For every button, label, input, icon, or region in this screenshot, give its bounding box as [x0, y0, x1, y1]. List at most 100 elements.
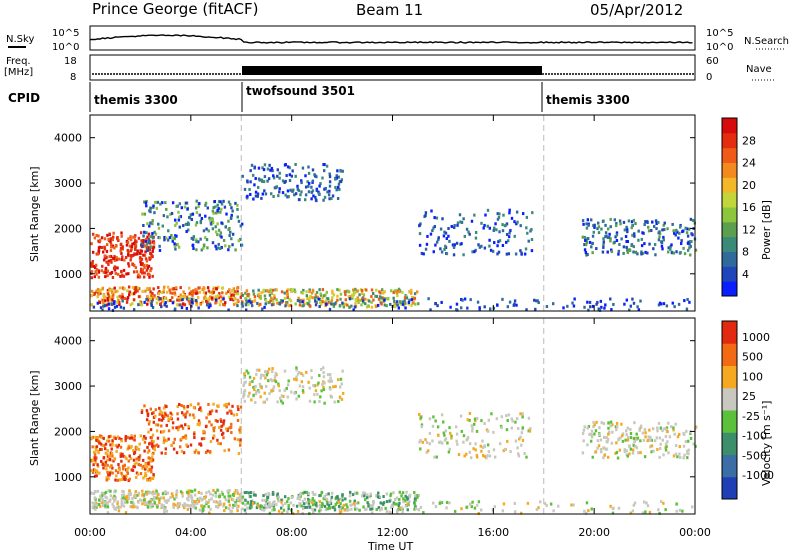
echo-cell: [150, 444, 154, 448]
echo-cell: [413, 494, 417, 498]
echo-cell: [653, 243, 657, 247]
echo-cell: [371, 503, 375, 507]
echo-cell: [139, 463, 142, 467]
echo-cell: [626, 251, 630, 255]
x-tick-label: 08:00: [276, 526, 308, 539]
echo-cell: [249, 503, 252, 507]
velocity-cbar-label: Velocity [m s⁻¹]: [760, 401, 773, 486]
echo-cell: [246, 501, 249, 505]
echo-cell: [254, 400, 257, 404]
echo-cell: [683, 433, 686, 437]
echo-cell: [142, 238, 145, 242]
echo-cell: [207, 490, 211, 494]
echo-cell: [317, 192, 321, 196]
echo-cell: [507, 252, 511, 256]
echo-cell: [126, 500, 129, 504]
echo-cell: [151, 492, 154, 496]
echo-cell: [208, 498, 211, 502]
echo-cell: [118, 286, 122, 290]
echo-cell: [102, 493, 105, 497]
echo-cell: [370, 305, 374, 309]
echo-cell: [164, 413, 167, 417]
echo-cell: [107, 302, 111, 306]
echo-cell: [420, 251, 424, 255]
echo-cell: [195, 289, 198, 293]
echo-cell: [106, 454, 110, 458]
echo-cell: [141, 245, 144, 249]
echo-cell: [626, 454, 629, 458]
echo-cell: [325, 302, 328, 306]
echo-cell: [444, 244, 447, 248]
echo-cell: [213, 200, 217, 204]
echo-cell: [611, 511, 615, 515]
velocity-panel-frame: [89, 317, 696, 515]
echo-cell: [110, 464, 113, 468]
echo-cell: [364, 302, 367, 306]
echo-cell: [142, 253, 145, 257]
echo-cell: [188, 286, 191, 290]
echo-cell: [177, 428, 180, 432]
echo-cell: [466, 437, 469, 441]
echo-cell: [143, 271, 146, 275]
echo-cell: [383, 290, 386, 294]
echo-cell: [323, 401, 326, 405]
echo-cell: [632, 301, 636, 305]
echo-cell: [294, 163, 297, 167]
echo-cell: [637, 229, 640, 233]
echo-cell: [234, 201, 237, 205]
echo-cell: [118, 468, 122, 472]
echo-cell: [617, 506, 621, 510]
echo-cell: [586, 300, 589, 304]
echo-cell: [346, 505, 349, 509]
echo-cell: [301, 511, 304, 515]
echo-cell: [278, 176, 281, 180]
echo-cell: [220, 424, 223, 428]
echo-cell: [329, 498, 333, 502]
echo-cell: [147, 430, 150, 434]
echo-cell: [193, 500, 196, 504]
echo-cell: [228, 488, 231, 492]
echo-cell: [416, 495, 419, 499]
echo-cell: [291, 189, 294, 193]
echo-cell: [318, 500, 321, 504]
echo-cell: [127, 446, 131, 450]
echo-cell: [163, 438, 166, 442]
echo-cell: [301, 385, 305, 389]
echo-cell: [435, 240, 439, 244]
echo-cell: [198, 286, 201, 290]
echo-cell: [431, 229, 434, 233]
echo-cell: [163, 411, 167, 415]
echo-cell: [535, 299, 538, 303]
echo-cell: [144, 250, 147, 254]
echo-cell: [528, 429, 532, 433]
echo-cell: [103, 463, 107, 467]
echo-cell: [333, 508, 337, 512]
echo-cell: [181, 491, 184, 495]
echo-cell: [316, 383, 319, 387]
echo-cell: [163, 507, 166, 511]
echo-cell: [300, 372, 303, 376]
echo-cell: [192, 291, 195, 295]
echo-cell: [131, 497, 134, 501]
echo-cell: [378, 295, 382, 299]
echo-cell: [166, 215, 169, 219]
echo-cell: [132, 449, 135, 453]
echo-cell: [252, 292, 256, 296]
echo-cell: [116, 471, 120, 475]
echo-cell: [325, 493, 328, 497]
echo-cell: [317, 297, 320, 301]
echo-cell: [445, 237, 449, 241]
echo-cell: [667, 421, 670, 425]
echo-cell: [666, 227, 669, 231]
echo-cell: [299, 193, 302, 197]
echo-cell: [214, 225, 217, 229]
echo-cell: [144, 239, 148, 243]
echo-cell: [291, 288, 295, 292]
echo-cell: [158, 406, 161, 410]
echo-cell: [108, 457, 112, 461]
echo-cell: [169, 416, 172, 420]
echo-cell: [590, 435, 594, 439]
echo-cell: [685, 231, 689, 235]
echo-cell: [505, 233, 509, 237]
